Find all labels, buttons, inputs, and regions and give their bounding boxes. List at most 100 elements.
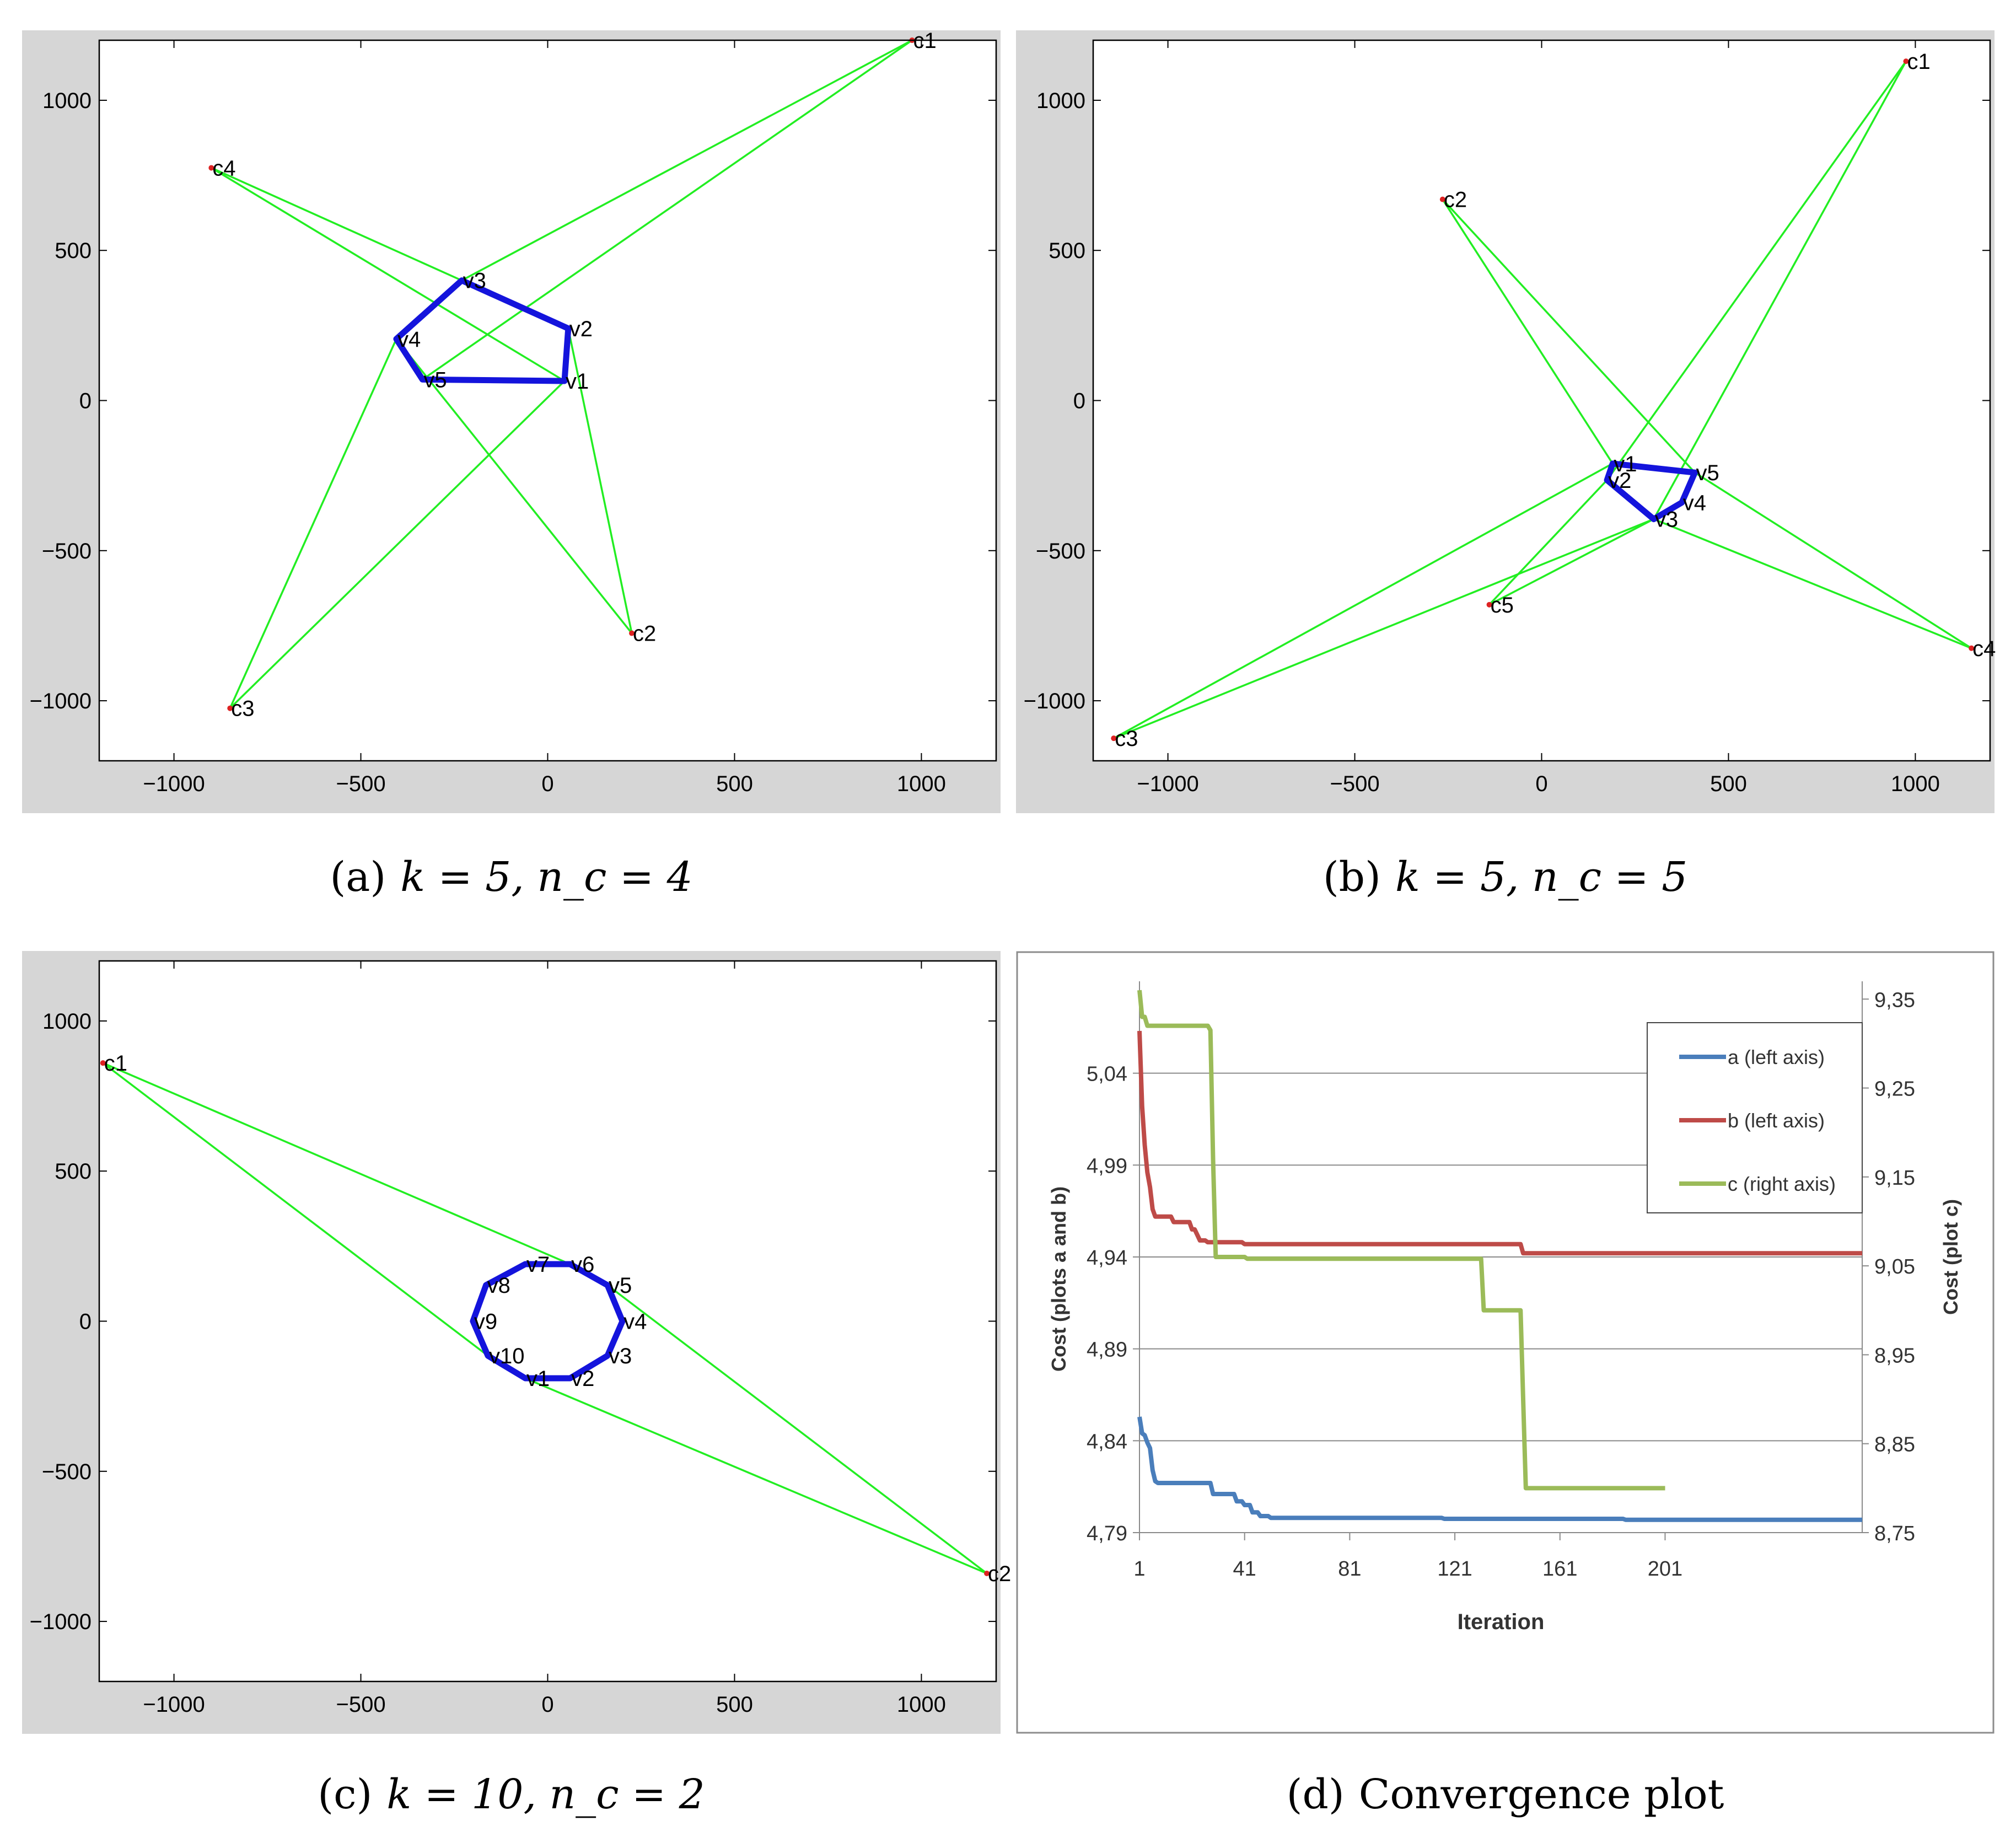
panel-d-ytick-label-right: 8,95 (1874, 1344, 1915, 1367)
panel-a-link-c3-v4 (229, 338, 397, 709)
panel-b-vertex-label-v2: v2 (1608, 469, 1631, 493)
panel-d-ytick-label-right: 9,05 (1874, 1255, 1915, 1278)
panel-c-vertex-label-v2: v2 (571, 1367, 594, 1391)
panel-a-link-c2-v2 (567, 328, 633, 633)
panel-c-frame (98, 960, 997, 1683)
panel-c-vertex-label-v9: v9 (474, 1310, 497, 1334)
panel-d-series-line-a (1137, 1416, 1862, 1522)
panel-a-ytick-label: −500 (42, 539, 92, 563)
panel-b-link-c5-v3 (1488, 518, 1654, 606)
panel-b-link-c4-v5 (1694, 471, 1972, 649)
panel-d-series-line-c (1137, 990, 1665, 1491)
panel-c-links (102, 1062, 988, 1575)
panel-a-frame (98, 39, 997, 762)
panel-a-plot: −1000 −500 0 500 1000 −1000 −500 0 500 1000 v1 v2 v3… (22, 29, 1001, 813)
panel-c-link-c1-v6 (103, 1062, 571, 1265)
panel-b-center-point-c3 (1111, 735, 1117, 742)
panel-c-ytick-label: 500 (55, 1159, 92, 1184)
panel-d-ytick-label-left: 4,84 (1087, 1430, 1127, 1453)
panel-c-centers: c1 c2 (100, 1051, 1011, 1586)
panel-c-center-point-c1 (100, 1060, 106, 1066)
panel-b-vertex-label-v4: v4 (1683, 491, 1706, 515)
panel-d-legend-label-a: a (left axis) (1728, 1046, 1825, 1068)
panel-c-ytick-label: 0 (79, 1310, 92, 1334)
panel-c-xtick-label: −1000 (143, 1692, 205, 1717)
panel-d-xtick-label: 161 (1542, 1557, 1577, 1581)
panel-b-link-c2-v5 (1442, 198, 1696, 474)
panel-a-vertex-label-v2: v2 (569, 317, 593, 341)
panel-b-link-c5-v2 (1488, 479, 1608, 606)
caption-c-text: k = 10, n_c = 2 (386, 1771, 705, 1818)
panel-d-ylabel-left: Cost (plots a and b) (1047, 1186, 1070, 1372)
caption-d: (d) Convergence plot (1016, 1771, 1995, 1818)
panel-a-vertex-label-v3: v3 (463, 269, 486, 293)
panel-b-xtick-label: −1000 (1137, 772, 1198, 796)
panel-a-xtick-label: −1000 (143, 772, 205, 796)
panel-a-chart: −1000 −500 0 500 1000 −1000 −500 0 500 1000 v1 v2 v3… (22, 29, 1001, 813)
panel-b-xtick-label: 1000 (1891, 772, 1940, 796)
panel-d-legend: a (left axis) b (left axis) c (right axis) (1647, 1022, 1863, 1213)
panel-b-vertex-label-v5: v5 (1696, 461, 1719, 485)
panel-a-vertex-label-v1: v1 (566, 369, 589, 394)
panel-b-center-point-c4 (1969, 645, 1975, 651)
panel-b-vertex-label-v3: v3 (1655, 508, 1678, 532)
panel-b-link-c3-v3 (1113, 518, 1654, 739)
panel-b-center-label-c3: c3 (1115, 727, 1138, 751)
panel-b-center-label-c1: c1 (1907, 50, 1930, 74)
panel-a-axes: −1000 −500 0 500 1000 −1000 −500 0 500 1000 (30, 40, 996, 796)
panel-a-xtick-label: 0 (541, 772, 553, 796)
panel-d-legend-label-c: c (right axis) (1728, 1173, 1836, 1195)
panel-b-xtick-label: −500 (1330, 772, 1379, 796)
panel-c-vertex-label-v7: v7 (526, 1253, 550, 1277)
panel-d-ytick-label-right: 9,15 (1874, 1167, 1915, 1190)
panel-a-link-c3-v1 (229, 380, 566, 709)
caption-d-text: Convergence plot (1358, 1771, 1724, 1818)
panel-c-vertex-label-v3: v3 (609, 1344, 632, 1368)
panel-c-ytick-label: −500 (42, 1460, 92, 1484)
panel-c-xtick-label: 0 (541, 1692, 553, 1717)
panel-a-center-point-c3 (227, 705, 233, 711)
caption-c: (c) k = 10, n_c = 2 (22, 1771, 1001, 1818)
panel-b-ytick-label: −500 (1036, 539, 1085, 563)
caption-d-label: (d) (1286, 1771, 1345, 1818)
panel-d-series-line-b (1137, 1030, 1862, 1256)
panel-a-xtick-label: 500 (716, 772, 753, 796)
panel-c-link-c2-v1 (525, 1377, 987, 1575)
panel-c-ytick-label: −1000 (30, 1610, 92, 1634)
panel-c-link-c2-v5 (606, 1284, 988, 1575)
panel-b-center-label-c5: c5 (1491, 593, 1514, 617)
panel-c-ytick-label: 1000 (42, 1009, 92, 1034)
panel-c-vertex-label-v10: v10 (489, 1344, 525, 1368)
panel-d-xtick-label: 1 (1133, 1557, 1145, 1581)
panel-a-vertex-label-v4: v4 (397, 327, 421, 352)
panel-d-xlabel: Iteration (1458, 1610, 1545, 1634)
panel-b-axes: −1000 −500 0 500 1000 −1000 −500 0 500 1000 (1024, 40, 1990, 796)
panel-a-ytick-label: −1000 (30, 689, 92, 713)
panel-d-plot: 4,79 4,84 4,89 4,94 4,99 5,04 8,75 8,85 8,95 9,05… (1016, 951, 1995, 1734)
panel-c-center-point-c2 (984, 1570, 990, 1576)
panel-b-xtick-label: 0 (1535, 772, 1547, 796)
panel-c-xtick-label: −500 (336, 1692, 385, 1717)
panel-c-vertex-label-v1: v1 (526, 1367, 550, 1391)
panel-d-ytick-label-left: 5,04 (1087, 1063, 1127, 1086)
panel-a-link-c1-v3 (461, 39, 913, 282)
panel-b-chart: −1000 −500 0 500 1000 −1000 −500 0 500 1000 v1 v2 v3… (1016, 30, 1996, 813)
panel-c-plot: −1000 −500 0 500 1000 −1000 −500 0 500 1000 v1 v2 v3… (22, 951, 1011, 1734)
panel-a-xtick-label: −500 (336, 772, 385, 796)
panel-a-ytick-label: 1000 (42, 89, 92, 113)
panel-a-center-point-c2 (629, 630, 635, 636)
panel-b-ytick-label: 500 (1049, 239, 1085, 263)
panel-c-xtick-label: 1000 (897, 1692, 946, 1717)
panel-c-polygon (470, 1261, 626, 1382)
panel-b-link-c3-v1 (1113, 463, 1614, 739)
panel-a-link-c4-v1 (211, 166, 565, 382)
panel-c-vertex-label-v4: v4 (623, 1310, 647, 1334)
panel-b-center-point-c2 (1439, 196, 1445, 202)
panel-a-center-label-c3: c3 (231, 697, 254, 721)
panel-b-link-c1-v3 (1653, 61, 1907, 520)
panel-d-ytick-label-left: 4,89 (1087, 1339, 1127, 1362)
panel-b-ytick-label: −1000 (1024, 689, 1085, 713)
panel-c-center-label-c1: c1 (104, 1051, 127, 1076)
